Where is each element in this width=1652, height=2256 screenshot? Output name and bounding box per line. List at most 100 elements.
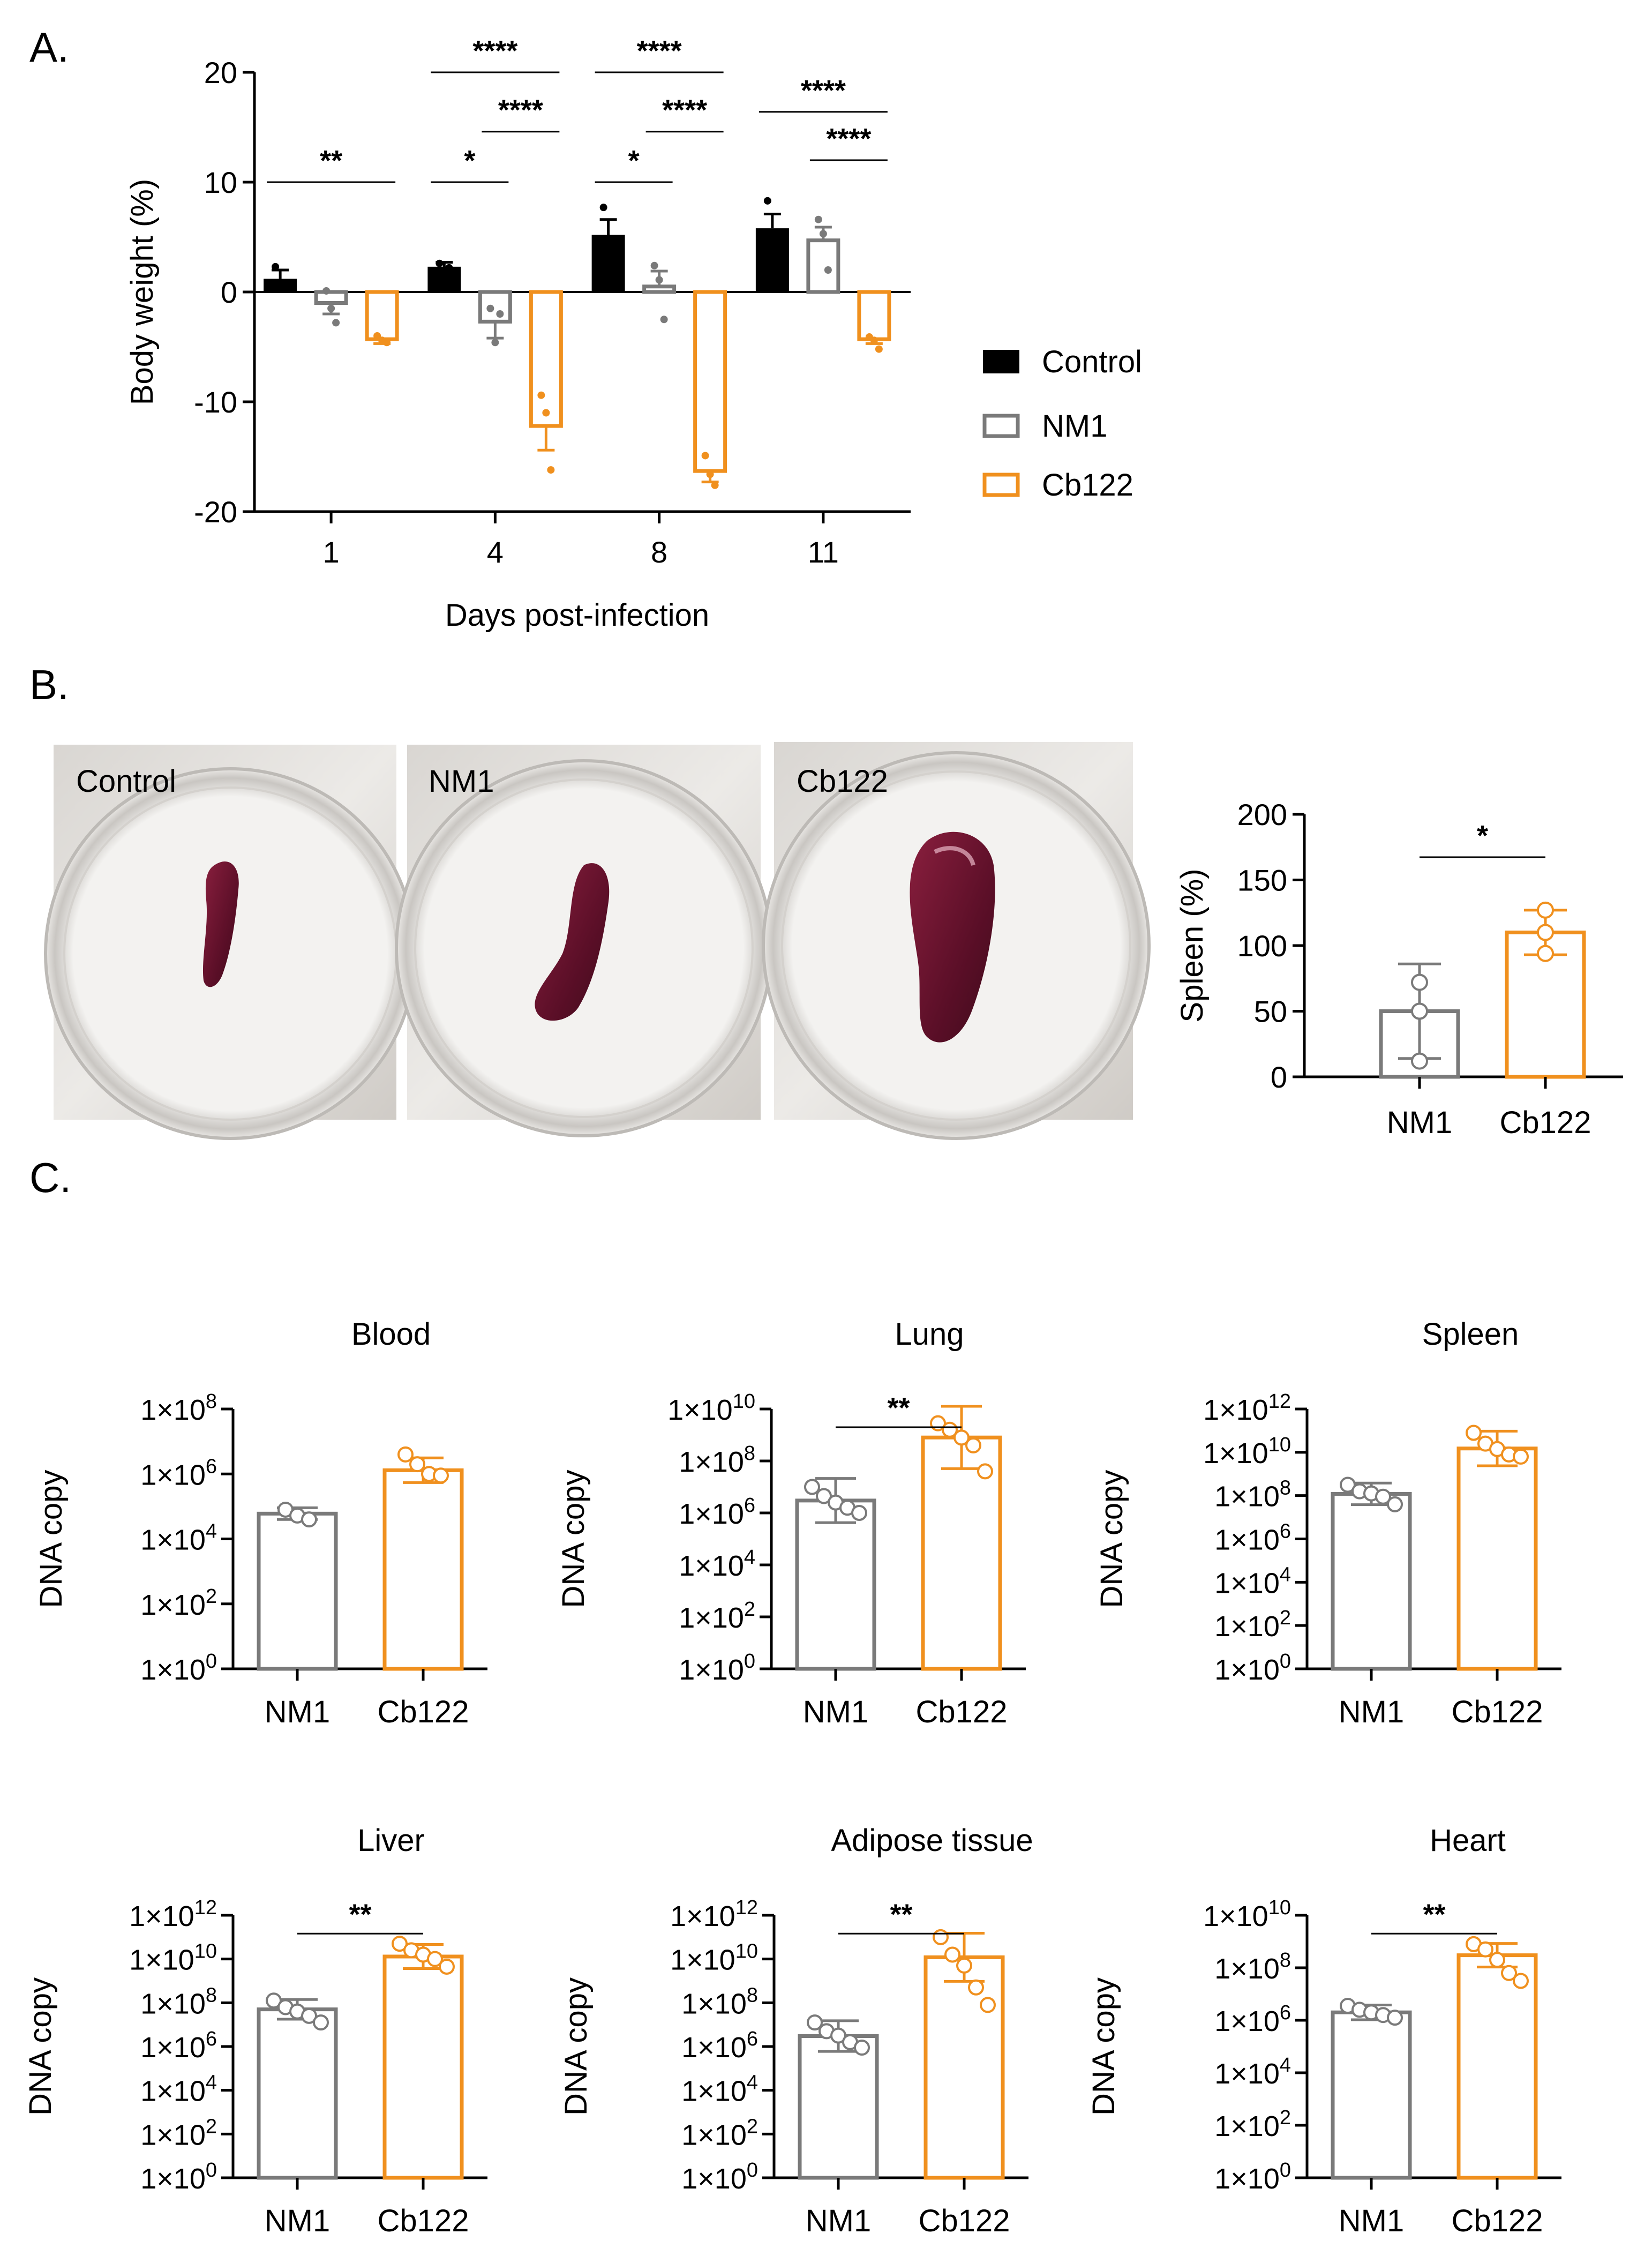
y-tick-label-exponent: 8 xyxy=(747,1984,758,2006)
y-tick-label-exponent: 4 xyxy=(747,2072,758,2094)
y-tick-label-exponent: 8 xyxy=(206,1390,217,1413)
data-point xyxy=(272,263,280,271)
chart-title: Blood xyxy=(351,1317,431,1352)
spleen-chart: 200 150 100 50 0 Spleen (%) NM1 Cb122 * xyxy=(1175,798,1623,1140)
y-tick-label-exponent: 8 xyxy=(744,1442,755,1465)
y-tick-label-exponent: 4 xyxy=(1280,2054,1291,2077)
y-axis-label: DNA copy xyxy=(1094,1470,1129,1608)
y-tick-label-base: 1×10 xyxy=(1214,1567,1280,1599)
y-tick-label-base: 1×10 xyxy=(1203,1900,1268,1932)
data-point xyxy=(804,1479,820,1495)
y-tick-label-base: 1×10 xyxy=(140,1654,206,1686)
data-point xyxy=(266,1992,282,2009)
y-tick-label-base: 1×10 xyxy=(670,1944,735,1976)
y-tick-label: 1×104 xyxy=(1214,1563,1291,1599)
data-point xyxy=(1411,1052,1428,1070)
y-tick-label-exponent: 4 xyxy=(744,1546,755,1569)
x-tick-label: 8 xyxy=(651,535,667,569)
y-axis-label: DNA copy xyxy=(34,1470,69,1608)
data-point xyxy=(977,1463,993,1480)
y-tick-label: 1×108 xyxy=(140,1390,217,1426)
data-point xyxy=(655,276,663,284)
data-point xyxy=(933,1929,949,1945)
data-point xyxy=(701,452,709,460)
data-point xyxy=(1537,901,1554,919)
data-point xyxy=(1411,973,1428,991)
significance-label: * xyxy=(628,145,640,177)
y-tick-label-exponent: 8 xyxy=(1280,1949,1291,1972)
y-tick-label: 1×1010 xyxy=(670,1940,758,1976)
data-point xyxy=(706,470,714,478)
dna-chart-adipose-tissue: Adipose tissue1×10121×10101×1081×1061×10… xyxy=(559,1823,1033,2238)
y-tick-label: 1×100 xyxy=(681,2159,758,2195)
data-point xyxy=(870,336,878,344)
significance-label: **** xyxy=(472,35,517,67)
data-point xyxy=(542,409,550,417)
data-point xyxy=(439,1958,455,1975)
y-tick-label: 1×106 xyxy=(679,1494,755,1530)
y-tick-label: 10 xyxy=(204,166,237,199)
y-tick-label-base: 1×10 xyxy=(1214,1610,1280,1643)
y-tick-label-base: 1×10 xyxy=(140,1459,206,1491)
y-tick-label: 1×102 xyxy=(1214,2107,1291,2142)
data-point xyxy=(409,1456,425,1473)
y-tick-label: 1×100 xyxy=(140,2159,217,2195)
bar-cb122 xyxy=(923,1955,1005,2180)
y-tick-label-base: 1×10 xyxy=(1214,2058,1280,2090)
y-tick-label-exponent: 2 xyxy=(747,2115,758,2138)
spleen-photos: Control NM1 Cb122 xyxy=(44,742,1151,1140)
data-point xyxy=(332,319,340,327)
bar-cb122 xyxy=(529,290,563,428)
y-tick-label: 1×106 xyxy=(681,2028,758,2064)
y-tick-label-base: 1×10 xyxy=(1214,1953,1280,1985)
data-point xyxy=(660,316,668,324)
x-tick-label: NM1 xyxy=(1339,2203,1404,2238)
data-point xyxy=(1489,1952,1505,1968)
y-tick-label: 1×106 xyxy=(1214,2002,1291,2037)
y-axis-label: DNA copy xyxy=(1086,1977,1121,2116)
data-point xyxy=(711,481,719,489)
y-tick-label: 1×1012 xyxy=(1203,1390,1291,1426)
y-tick-label: 1×1012 xyxy=(129,1897,217,1932)
y-tick-label: 50 xyxy=(1254,995,1287,1029)
y-tick-label: 0 xyxy=(1271,1060,1287,1094)
y-tick-label: 1×100 xyxy=(1214,1650,1291,1686)
y-tick-label-base: 1×10 xyxy=(681,2119,747,2151)
data-point xyxy=(486,304,494,312)
y-tick-label: 1×104 xyxy=(679,1546,755,1582)
y-tick-label-exponent: 10 xyxy=(1268,1434,1291,1456)
dna-chart-spleen: Spleen1×10121×10101×1081×1061×1041×1021×… xyxy=(1094,1317,1561,1729)
bar-nm1 xyxy=(478,290,512,324)
data-point xyxy=(1537,945,1554,962)
y-tick-label-exponent: 0 xyxy=(206,1650,217,1673)
y-axis-label: DNA copy xyxy=(559,1977,594,2116)
y-tick-label: 1×1010 xyxy=(1203,1897,1291,1932)
y-tick-label: 20 xyxy=(204,56,237,89)
data-point xyxy=(1513,1973,1529,1989)
y-tick-label-exponent: 6 xyxy=(206,1455,217,1478)
y-tick-label-base: 1×10 xyxy=(1203,1437,1268,1470)
y-tick-label: 1×104 xyxy=(681,2072,758,2108)
y-tick-label-base: 1×10 xyxy=(679,1550,744,1582)
data-point xyxy=(1387,2010,1403,2026)
y-tick-label: 1×100 xyxy=(679,1650,755,1686)
y-tick-label-exponent: 8 xyxy=(1280,1477,1291,1500)
y-tick-label-exponent: 0 xyxy=(744,1650,755,1673)
y-tick-label-base: 1×10 xyxy=(140,2119,206,2151)
y-tick-label-base: 1×10 xyxy=(679,1498,744,1530)
data-point xyxy=(599,204,607,212)
data-point xyxy=(427,1951,443,1967)
chart-title: Liver xyxy=(357,1823,425,1858)
y-tick-label-base: 1×10 xyxy=(140,2075,206,2108)
panel-label-c: C. xyxy=(29,1154,71,1201)
significance-label: **** xyxy=(637,35,682,67)
data-point xyxy=(824,266,832,274)
significance-label: ** xyxy=(890,1898,912,1930)
bar-nm1 xyxy=(806,238,840,294)
data-point xyxy=(768,233,776,241)
data-point xyxy=(851,1505,867,1521)
y-tick-label-exponent: 4 xyxy=(206,1520,217,1543)
y-tick-label: 1×104 xyxy=(140,1520,217,1556)
y-tick-label: 1×102 xyxy=(140,1585,217,1621)
y-tick-label: 1×102 xyxy=(681,2115,758,2151)
